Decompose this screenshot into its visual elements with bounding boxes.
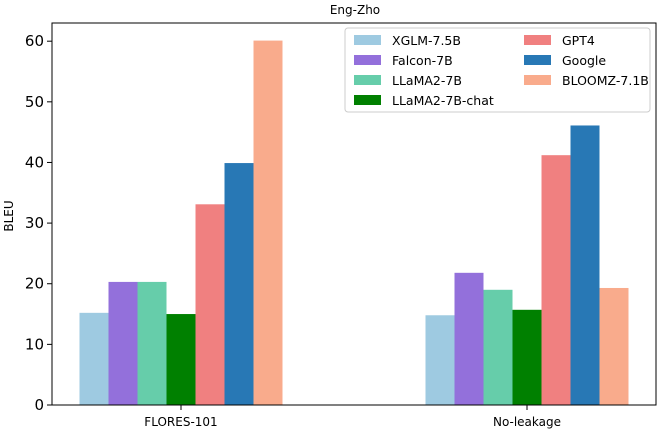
bars-group: [79, 40, 629, 405]
y-tick-label: 10: [25, 335, 44, 353]
x-tick-label: FLORES-101: [144, 415, 217, 429]
chart-title: Eng-Zho: [330, 3, 380, 17]
bar-xglm-7-5b-no-leakage: [425, 315, 455, 405]
bar-llama2-7b-no-leakage: [483, 289, 513, 405]
bar-gpt4-flores-101: [195, 204, 225, 405]
legend-swatch: [354, 95, 381, 105]
bar-llama2-7b-chat-no-leakage: [512, 309, 542, 405]
legend-swatch: [524, 55, 551, 65]
bar-llama2-7b-chat-flores-101: [166, 314, 196, 405]
x-tick-label: No-leakage: [493, 415, 561, 429]
y-tick-label: 0: [34, 396, 44, 414]
plot-frame: [51, 22, 657, 406]
bar-falcon-7b-no-leakage: [454, 272, 484, 405]
legend-label: LLaMA2-7B: [392, 73, 462, 88]
legend-label: Falcon-7B: [392, 53, 453, 68]
legend-label: GPT4: [562, 33, 595, 48]
y-axis-label: BLEU: [2, 200, 16, 231]
legend-swatch: [524, 35, 551, 45]
legend-box: [344, 27, 651, 113]
bar-google-no-leakage: [570, 125, 600, 405]
y-tick-label: 30: [25, 214, 44, 232]
bar-falcon-7b-flores-101: [108, 281, 138, 405]
y-tick-label: 60: [25, 32, 44, 50]
bar-xglm-7-5b-flores-101: [79, 312, 109, 405]
legend-label: BLOOMZ-7.1B: [562, 73, 649, 88]
legend-swatch: [354, 35, 381, 45]
bar-bloomz-7-1b-flores-101: [253, 40, 283, 405]
bar-llama2-7b-flores-101: [137, 281, 167, 405]
y-axis-ticks: 0 10 20 30 40 50 60: [25, 32, 52, 414]
legend-swatch: [524, 75, 551, 85]
legend-swatch: [354, 75, 381, 85]
legend-label: Google: [562, 53, 606, 68]
y-tick-label: 20: [25, 275, 44, 293]
legend-label: LLaMA2-7B-chat: [392, 93, 494, 108]
legend: XGLM-7.5B Falcon-7B LLaMA2-7B LLaMA2-7B-cha…: [344, 27, 651, 113]
bar-bloomz-7-1b-no-leakage: [599, 287, 629, 405]
bar-google-flores-101: [224, 163, 254, 405]
y-tick-label: 40: [25, 153, 44, 171]
legend-swatch: [354, 55, 381, 65]
x-axis-ticks: FLORES-101 No-leakage: [144, 405, 561, 429]
y-tick-label: 50: [25, 93, 44, 111]
bar-gpt4-no-leakage: [541, 155, 571, 405]
legend-label: XGLM-7.5B: [392, 33, 461, 48]
